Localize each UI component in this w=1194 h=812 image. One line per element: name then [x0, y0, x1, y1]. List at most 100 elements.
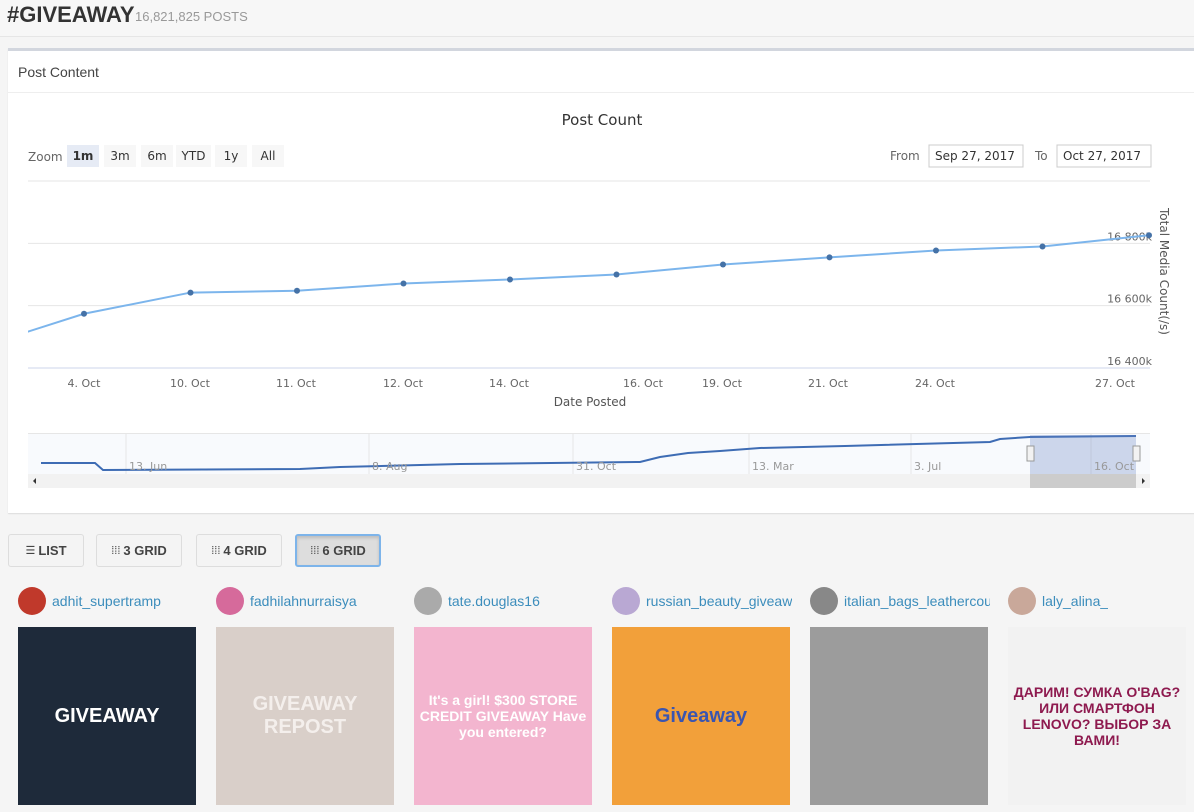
x-tick-label: 21. Oct — [808, 377, 849, 390]
image-text: ДАРИМ! СУМКА O'BAG? ИЛИ СМАРТФОН LENOVO?… — [1013, 684, 1181, 748]
username-link[interactable]: tate.douglas16 — [448, 593, 540, 609]
avatar[interactable] — [612, 587, 640, 615]
avatar[interactable] — [810, 587, 838, 615]
list-icon: ☰ — [25, 545, 36, 557]
scroll-left-arrow-icon[interactable] — [33, 478, 36, 484]
post-card: fadhilahnurraisya GIVEAWAY REPOST — [216, 586, 396, 805]
navigator-tick-label: 3. Jul — [914, 460, 941, 473]
scrollbar-thumb[interactable] — [1030, 474, 1136, 488]
data-point[interactable] — [187, 289, 194, 296]
view-3-grid-button[interactable]: ⁞⁞⁞ 3 GRID — [96, 534, 182, 567]
post-card: tate.douglas16 It's a girl! $300 STORE C… — [414, 586, 594, 805]
x-tick-label: 14. Oct — [489, 377, 530, 390]
navigator-tick-label: 13. Mar — [752, 460, 794, 473]
post-image[interactable]: It's a girl! $300 STORE CREDIT GIVEAWAY … — [414, 627, 592, 805]
data-point[interactable] — [294, 287, 300, 294]
x-tick-label: 19. Oct — [702, 377, 743, 390]
data-point[interactable] — [933, 247, 939, 254]
post-card: russian_beauty_giveawa Giveaway — [612, 586, 792, 805]
button-label: 4 GRID — [223, 543, 267, 558]
post-count: 16,821,825 POSTS — [135, 9, 248, 24]
chart-title: Post Count — [562, 111, 643, 129]
avatar[interactable] — [1008, 587, 1036, 615]
image-text: GIVEAWAY — [54, 704, 160, 727]
zoom-button-label: 6m — [147, 149, 166, 163]
x-tick-label: 24. Oct — [915, 377, 956, 390]
username-link[interactable]: russian_beauty_giveawa — [646, 593, 792, 609]
page-header: #GIVEAWAY 16,821,825 POSTS — [0, 0, 1194, 37]
data-point[interactable] — [507, 276, 513, 283]
y-axis-title: Total Media Count(/s) — [1157, 207, 1171, 335]
avatar[interactable] — [414, 587, 442, 615]
navigator-tick-label: 16. Oct — [1094, 460, 1135, 473]
data-point[interactable] — [81, 310, 87, 317]
view-4-grid-button[interactable]: ⁞⁞⁞ 4 GRID — [196, 534, 282, 567]
data-point[interactable] — [1146, 232, 1152, 239]
navigator-handle[interactable] — [1132, 445, 1141, 462]
y-tick-label: 16 400k — [1107, 355, 1152, 368]
from-date-value: Sep 27, 2017 — [935, 149, 1015, 163]
view-list-button[interactable]: ☰ LIST — [8, 534, 84, 567]
from-label: From — [890, 149, 920, 163]
data-point[interactable] — [1039, 243, 1046, 250]
button-label: 6 GRID — [322, 543, 366, 558]
y-tick-label: 16 600k — [1107, 293, 1152, 306]
zoom-button-1y[interactable] — [215, 145, 247, 167]
zoom-button-6m[interactable] — [141, 145, 173, 167]
post-image[interactable]: Giveaway — [612, 627, 790, 805]
navigator-handle[interactable] — [1026, 445, 1035, 462]
post-image[interactable]: ДАРИМ! СУМКА O'BAG? ИЛИ СМАРТФОН LENOVO?… — [1008, 627, 1186, 805]
username-link[interactable]: italian_bags_leathercour — [844, 593, 990, 609]
navigator-tick-label: 31. Oct — [576, 460, 617, 473]
image-text: Giveaway — [654, 704, 748, 727]
x-tick-label: 16. Oct — [623, 377, 664, 390]
grid-icon: ⁞⁞⁞ — [310, 544, 320, 557]
button-label: 3 GRID — [123, 543, 167, 558]
post-image[interactable] — [810, 627, 988, 805]
zoom-button-label: YTD — [181, 149, 206, 163]
avatar[interactable] — [18, 587, 46, 615]
image-text: It's a girl! $300 STORE CREDIT GIVEAWAY … — [419, 692, 587, 740]
navigator-tick-label: 13. Jun — [129, 460, 167, 473]
zoom-button-label: 3m — [110, 149, 129, 163]
zoom-button-label: 1y — [224, 149, 239, 163]
navigator-tick-label: 8. Aug — [372, 460, 407, 473]
to-label: To — [1034, 149, 1048, 163]
x-tick-label: 10. Oct — [170, 377, 211, 390]
navigator-selection[interactable] — [1030, 435, 1136, 474]
avatar[interactable] — [216, 587, 244, 615]
x-tick-label: 12. Oct — [383, 377, 424, 390]
data-point[interactable] — [613, 271, 620, 278]
to-date-value: Oct 27, 2017 — [1063, 149, 1141, 163]
navigator-series — [41, 435, 1137, 472]
data-point[interactable] — [720, 261, 726, 268]
scroll-right-arrow-icon[interactable] — [1142, 478, 1145, 484]
username-link[interactable]: adhit_supertramp — [52, 593, 161, 609]
post-card: italian_bags_leathercour — [810, 586, 990, 805]
from-date-input[interactable] — [928, 144, 1024, 168]
zoom-button-1m[interactable] — [67, 145, 99, 167]
x-tick-label: 4. Oct — [67, 377, 101, 390]
zoom-button-YTD[interactable] — [176, 145, 211, 167]
grid-icon: ⁞⁞⁞ — [211, 544, 221, 557]
post-image[interactable]: GIVEAWAY REPOST — [216, 627, 394, 805]
view-6-grid-button[interactable]: ⁞⁞⁞ 6 GRID — [295, 534, 381, 567]
zoom-button-3m[interactable] — [104, 145, 136, 167]
hashtag-title: #GIVEAWAY — [7, 2, 135, 27]
data-point[interactable] — [826, 254, 833, 261]
navigator-scrollbar[interactable] — [28, 474, 1150, 488]
post-image[interactable]: GIVEAWAY — [18, 627, 196, 805]
data-point[interactable] — [400, 280, 407, 287]
username-link[interactable]: fadhilahnurraisya — [250, 593, 357, 609]
to-date-input[interactable] — [1056, 144, 1152, 168]
x-axis-title: Date Posted — [554, 395, 627, 409]
series-line — [28, 234, 1150, 333]
x-tick-label: 27. Oct — [1095, 377, 1136, 390]
zoom-label: Zoom — [28, 150, 63, 164]
post-count-chart: Post Count Zoom 1m 3m 6m YTD 1y All From Sep … — [28, 111, 1171, 488]
username-link[interactable]: laly_alina_ — [1042, 593, 1109, 609]
zoom-button-label: 1m — [73, 149, 94, 163]
zoom-button-label: All — [261, 149, 276, 163]
zoom-button-All[interactable] — [252, 145, 284, 167]
grid-icon: ⁞⁞⁞ — [111, 544, 121, 557]
